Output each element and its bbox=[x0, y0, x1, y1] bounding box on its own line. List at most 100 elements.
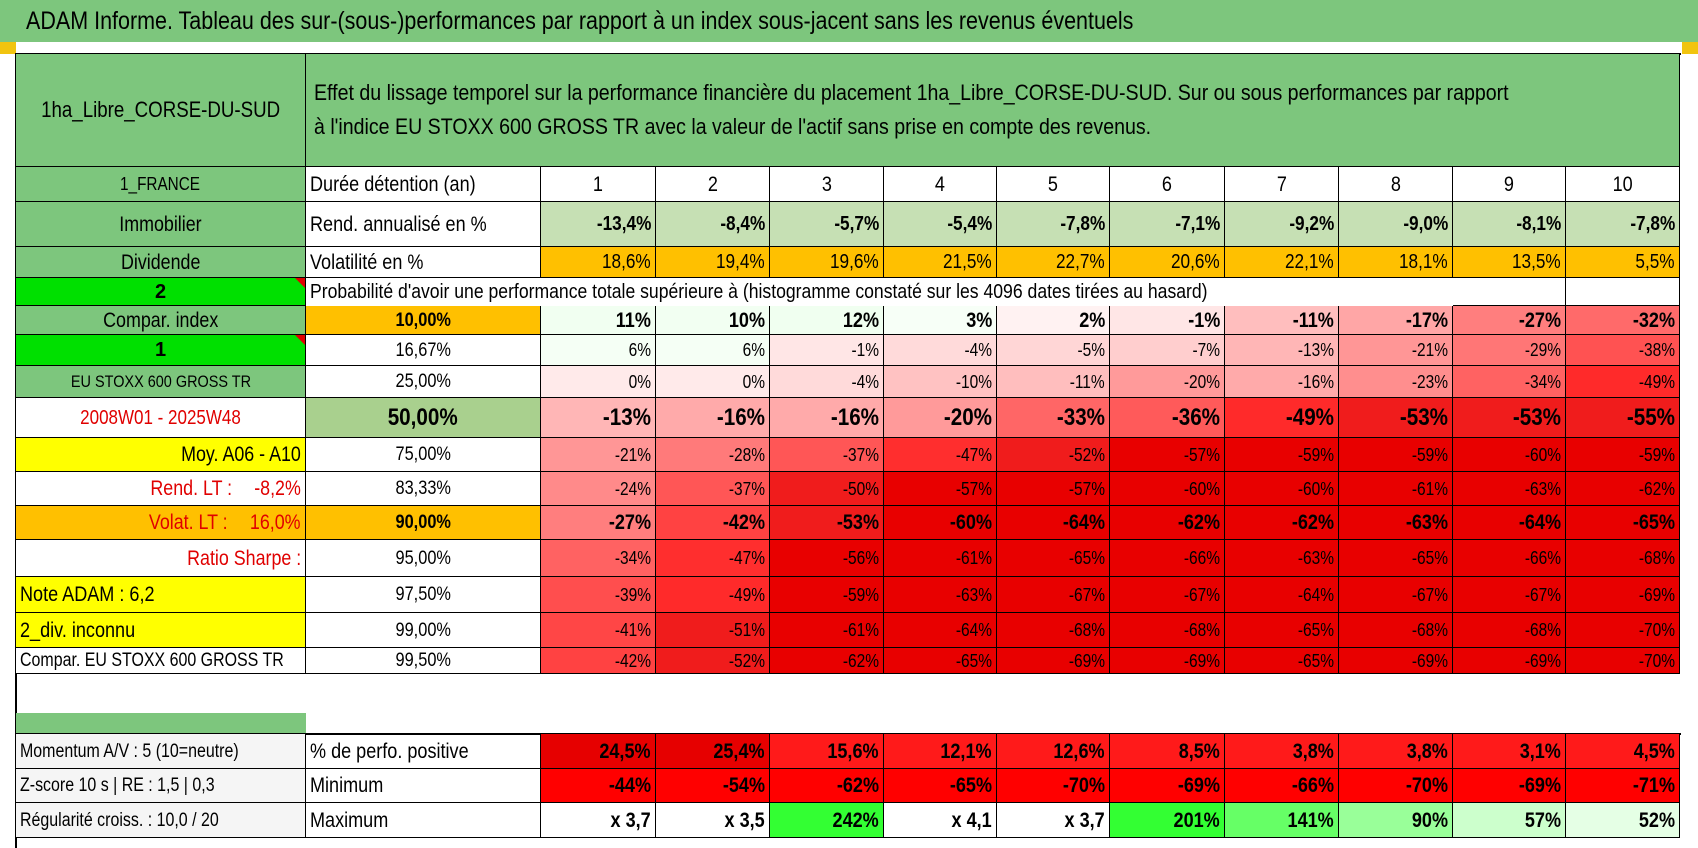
maximum-cell-6[interactable]: 201% bbox=[1110, 803, 1225, 838]
percentile-cell-5-1[interactable]: -21% bbox=[541, 438, 656, 472]
percentile-cell-11-2[interactable]: -52% bbox=[656, 648, 770, 674]
category-cell[interactable]: Immobilier bbox=[16, 202, 306, 247]
percentile-cell-10-1[interactable]: -41% bbox=[541, 613, 656, 648]
blank-cell-10[interactable] bbox=[1566, 278, 1680, 306]
minimum-cell-9[interactable]: -69% bbox=[1453, 769, 1566, 803]
percentile-cell-11-9[interactable]: -69% bbox=[1453, 648, 1566, 674]
percentile-cell-8-3[interactable]: -56% bbox=[770, 540, 884, 577]
percentile-cell-3-6[interactable]: -20% bbox=[1110, 366, 1225, 398]
percentile-cell-1-4[interactable]: 3% bbox=[884, 306, 997, 335]
percentile-cell-4-8[interactable]: -53% bbox=[1339, 398, 1453, 438]
minimum-cell-1[interactable]: -44% bbox=[541, 769, 656, 803]
percentile-cell-6-10[interactable]: -62% bbox=[1566, 472, 1680, 506]
percentile-cell-6-3[interactable]: -50% bbox=[770, 472, 884, 506]
div-inconnu-cell[interactable]: 2_div. inconnu bbox=[16, 613, 306, 648]
percentile-cell-10-7[interactable]: -65% bbox=[1225, 613, 1339, 648]
percentile-cell-9-3[interactable]: -59% bbox=[770, 577, 884, 613]
percentile-cell-8-9[interactable]: -66% bbox=[1453, 540, 1566, 577]
percentile-cell-4-1[interactable]: -13% bbox=[541, 398, 656, 438]
minimum-cell-6[interactable]: -69% bbox=[1110, 769, 1225, 803]
compar-index-label-cell[interactable]: Compar. index bbox=[16, 306, 306, 335]
percentile-cell-7-9[interactable]: -64% bbox=[1453, 506, 1566, 540]
minimum-cell-4[interactable]: -65% bbox=[884, 769, 997, 803]
input-a-cell[interactable]: 2 bbox=[16, 278, 306, 306]
year-header-6[interactable]: 6 bbox=[1110, 167, 1225, 202]
percentile-cell-4-10[interactable]: -55% bbox=[1566, 398, 1680, 438]
percentile-cell-2-1[interactable]: 6% bbox=[541, 335, 656, 366]
percentile-cell-5-7[interactable]: -59% bbox=[1225, 438, 1339, 472]
percentile-cell-1-10[interactable]: -32% bbox=[1566, 306, 1680, 335]
percentile-cell-9-9[interactable]: -67% bbox=[1453, 577, 1566, 613]
volat-cell-8[interactable]: 18,1% bbox=[1339, 247, 1453, 278]
rend-cell-4[interactable]: -5,4% bbox=[884, 202, 997, 247]
percentile-cell-7-4[interactable]: -60% bbox=[884, 506, 997, 540]
percentile-cell-1-6[interactable]: -1% bbox=[1110, 306, 1225, 335]
percentile-cell-6-7[interactable]: -60% bbox=[1225, 472, 1339, 506]
type-cell[interactable]: Dividende bbox=[16, 247, 306, 278]
zscore-cell[interactable]: Z-score 10 s | RE : 1,5 | 0,3 bbox=[16, 769, 306, 803]
percentile-label-2[interactable]: 16,67% bbox=[306, 335, 541, 366]
positive-cell-4[interactable]: 12,1% bbox=[884, 734, 997, 769]
positive-cell-3[interactable]: 15,6% bbox=[770, 734, 884, 769]
percentile-cell-4-3[interactable]: -16% bbox=[770, 398, 884, 438]
percentile-cell-11-1[interactable]: -42% bbox=[541, 648, 656, 674]
percentile-cell-3-3[interactable]: -4% bbox=[770, 366, 884, 398]
percentile-cell-1-3[interactable]: 12% bbox=[770, 306, 884, 335]
percentile-cell-8-10[interactable]: -68% bbox=[1566, 540, 1680, 577]
compar-index-full-cell[interactable]: Compar. EU STOXX 600 GROSS TR bbox=[16, 648, 306, 674]
percentile-cell-1-9[interactable]: -27% bbox=[1453, 306, 1566, 335]
percentile-cell-3-5[interactable]: -11% bbox=[997, 366, 1110, 398]
year-header-5[interactable]: 5 bbox=[997, 167, 1110, 202]
index-name-cell[interactable]: EU STOXX 600 GROSS TR bbox=[16, 366, 306, 398]
maximum-cell-8[interactable]: 90% bbox=[1339, 803, 1453, 838]
maximum-cell-7[interactable]: 141% bbox=[1225, 803, 1339, 838]
sharpe-cell[interactable]: Ratio Sharpe : bbox=[16, 540, 306, 577]
positive-cell-7[interactable]: 3,8% bbox=[1225, 734, 1339, 769]
percentile-cell-9-5[interactable]: -67% bbox=[997, 577, 1110, 613]
percentile-cell-8-4[interactable]: -61% bbox=[884, 540, 997, 577]
input-b-cell[interactable]: 1 bbox=[16, 335, 306, 366]
regularite-cell[interactable]: Régularité croiss. : 10,0 / 20 bbox=[16, 803, 306, 838]
positive-cell-5[interactable]: 12,6% bbox=[997, 734, 1110, 769]
maximum-label-cell[interactable]: Maximum bbox=[306, 803, 541, 838]
percentile-cell-9-10[interactable]: -69% bbox=[1566, 577, 1680, 613]
percentile-cell-8-1[interactable]: -34% bbox=[541, 540, 656, 577]
minimum-cell-7[interactable]: -66% bbox=[1225, 769, 1339, 803]
rend-cell-5[interactable]: -7,8% bbox=[997, 202, 1110, 247]
percentile-cell-6-9[interactable]: -63% bbox=[1453, 472, 1566, 506]
percentile-cell-2-4[interactable]: -4% bbox=[884, 335, 997, 366]
percentile-cell-4-2[interactable]: -16% bbox=[656, 398, 770, 438]
percentile-cell-9-8[interactable]: -67% bbox=[1339, 577, 1453, 613]
rend-cell-6[interactable]: -7,1% bbox=[1110, 202, 1225, 247]
year-header-4[interactable]: 4 bbox=[884, 167, 997, 202]
percentile-cell-7-7[interactable]: -62% bbox=[1225, 506, 1339, 540]
percentile-cell-11-10[interactable]: -70% bbox=[1566, 648, 1680, 674]
percentile-cell-2-2[interactable]: 6% bbox=[656, 335, 770, 366]
percentile-cell-11-3[interactable]: -62% bbox=[770, 648, 884, 674]
percentile-cell-5-6[interactable]: -57% bbox=[1110, 438, 1225, 472]
percentile-cell-1-2[interactable]: 10% bbox=[656, 306, 770, 335]
duration-label-cell[interactable]: Durée détention (an) bbox=[306, 167, 541, 202]
percentile-label-7[interactable]: 90,00% bbox=[306, 506, 541, 540]
percentile-cell-11-8[interactable]: -69% bbox=[1339, 648, 1453, 674]
rend-cell-8[interactable]: -9,0% bbox=[1339, 202, 1453, 247]
year-header-3[interactable]: 3 bbox=[770, 167, 884, 202]
percentile-cell-1-5[interactable]: 2% bbox=[997, 306, 1110, 335]
percentile-cell-2-3[interactable]: -1% bbox=[770, 335, 884, 366]
percentile-cell-1-1[interactable]: 11% bbox=[541, 306, 656, 335]
minimum-cell-10[interactable]: -71% bbox=[1566, 769, 1680, 803]
percentile-cell-10-10[interactable]: -70% bbox=[1566, 613, 1680, 648]
percentile-cell-4-9[interactable]: -53% bbox=[1453, 398, 1566, 438]
percentile-cell-7-5[interactable]: -64% bbox=[997, 506, 1110, 540]
percentile-label-5[interactable]: 75,00% bbox=[306, 438, 541, 472]
percentile-cell-7-2[interactable]: -42% bbox=[656, 506, 770, 540]
year-header-10[interactable]: 10 bbox=[1566, 167, 1680, 202]
rend-label-cell[interactable]: Rend. annualisé en % bbox=[306, 202, 541, 247]
percentile-cell-10-8[interactable]: -68% bbox=[1339, 613, 1453, 648]
percentile-cell-2-8[interactable]: -21% bbox=[1339, 335, 1453, 366]
minimum-cell-2[interactable]: -54% bbox=[656, 769, 770, 803]
percentile-cell-2-9[interactable]: -29% bbox=[1453, 335, 1566, 366]
percentile-cell-5-3[interactable]: -37% bbox=[770, 438, 884, 472]
percentile-cell-5-8[interactable]: -59% bbox=[1339, 438, 1453, 472]
percentile-cell-1-7[interactable]: -11% bbox=[1225, 306, 1339, 335]
